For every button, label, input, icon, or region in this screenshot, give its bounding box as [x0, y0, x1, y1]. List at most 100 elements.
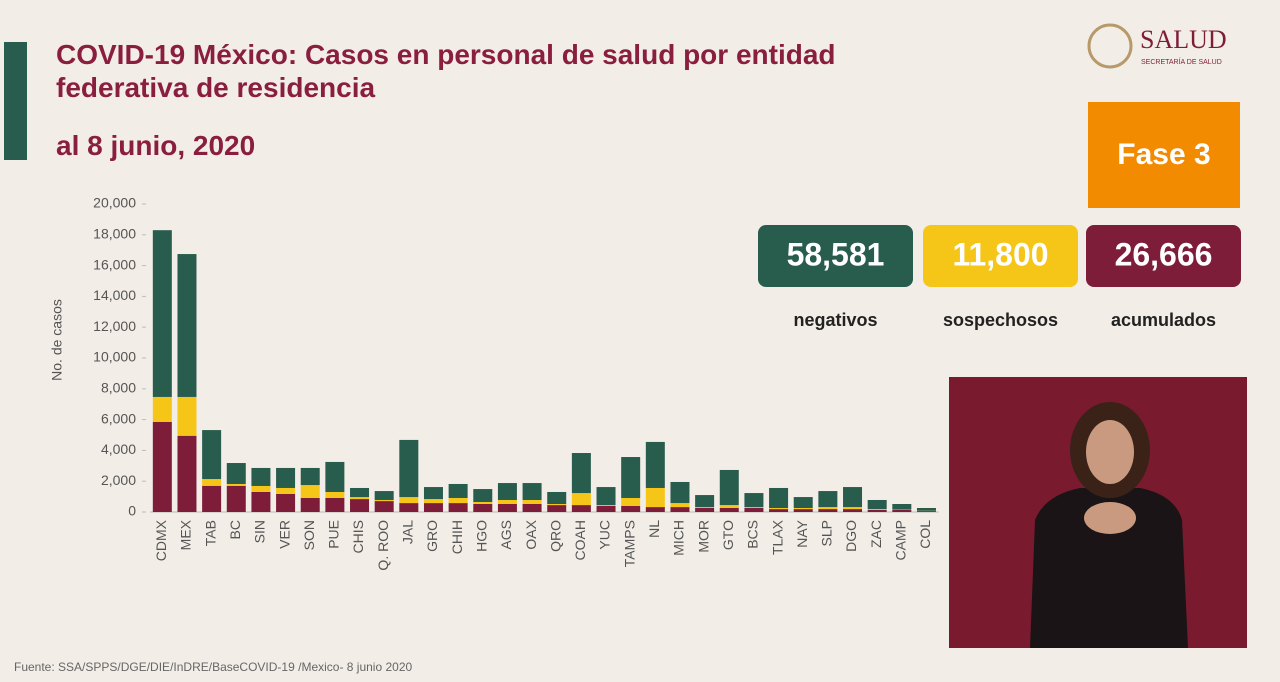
x-tick-label: PUE — [326, 520, 342, 549]
bar-segment — [350, 487, 370, 498]
x-tick-label: NL — [646, 520, 662, 538]
bar-segment — [793, 497, 813, 508]
bar-segment — [202, 485, 222, 512]
x-tick-label: CDMX — [153, 519, 169, 561]
x-tick-label: CAMP — [893, 520, 909, 560]
total-box — [1086, 225, 1241, 287]
bar-segment — [719, 505, 739, 508]
logo-emblem — [1087, 23, 1133, 69]
bar-segment — [843, 509, 863, 512]
bar-segment — [744, 493, 764, 508]
bar-segment — [843, 487, 863, 508]
x-tick-label: COAH — [572, 520, 588, 560]
x-tick-label: TLAX — [769, 519, 785, 555]
legend-label: acumulados — [1111, 310, 1216, 330]
bar-segment — [522, 483, 542, 500]
bar-segment — [325, 461, 345, 492]
bar-segment — [522, 503, 542, 512]
x-tick-label: SON — [301, 520, 317, 550]
bar-segment — [473, 503, 493, 512]
source-note: Fuente: SSA/SPPS/DGE/DIE/InDRE/BaseCOVID… — [14, 660, 413, 674]
bar-segment — [276, 467, 296, 488]
bar-segment — [497, 499, 517, 504]
bar-segment — [399, 503, 419, 512]
bar-segment — [670, 503, 690, 508]
bar-segment — [843, 507, 863, 510]
y-tick-label: 18,000 — [93, 226, 136, 242]
bar-segment — [695, 495, 715, 508]
bar-segment — [177, 396, 197, 436]
bar-segment — [300, 497, 320, 512]
y-tick-label: 8,000 — [101, 380, 136, 396]
bar-segment — [571, 453, 591, 494]
bar-segment — [473, 501, 493, 504]
bar-segment — [423, 499, 443, 504]
bar-segment — [596, 505, 616, 506]
x-tick-label: ZAC — [868, 520, 884, 548]
bar-segment — [448, 483, 468, 498]
chart-subtitle: al 8 junio, 2020 — [56, 130, 256, 161]
bar-segment — [547, 503, 567, 506]
bar-segment — [251, 485, 271, 492]
bar-segment — [645, 441, 665, 488]
bar-segment — [300, 485, 320, 498]
bar-segment — [202, 479, 222, 486]
interpreter-face — [1086, 420, 1134, 484]
y-tick-label: 12,000 — [93, 318, 136, 334]
bar-segment — [867, 509, 887, 510]
bar-segment — [448, 503, 468, 512]
video-inset — [949, 377, 1247, 648]
x-tick-label: MOR — [695, 520, 711, 553]
interpreter-body — [1030, 488, 1188, 648]
x-tick-label: TAMPS — [621, 520, 637, 567]
x-tick-label: BCS — [745, 520, 761, 549]
bar-segment — [226, 485, 246, 512]
x-tick-label: HGO — [473, 520, 489, 552]
y-tick-label: 20,000 — [93, 195, 136, 211]
bar-segment — [744, 507, 764, 512]
bar-segment — [423, 487, 443, 500]
bar-segment — [522, 499, 542, 504]
bar-segment — [423, 503, 443, 512]
x-tick-label: NAY — [794, 519, 810, 547]
bar-segment — [818, 507, 838, 510]
bar-segment — [152, 396, 172, 422]
bar-segment — [547, 505, 567, 512]
phase-label: Fase 3 — [1117, 138, 1210, 171]
bar-segment — [350, 499, 370, 512]
x-tick-label: JAL — [400, 520, 416, 544]
bar-segment — [399, 497, 419, 504]
bar-segment — [177, 435, 197, 512]
chart-title: COVID-19 México: Casos en personal de sa… — [56, 39, 836, 103]
bar-segment — [325, 491, 345, 498]
bar-segment — [596, 487, 616, 506]
bar-segment — [226, 483, 246, 486]
bar-segment — [769, 507, 789, 510]
bar-segment — [547, 491, 567, 504]
bar-segment — [571, 505, 591, 512]
bar-segment — [645, 507, 665, 512]
bar-segment — [226, 463, 246, 484]
x-tick-label: CHIH — [449, 520, 465, 554]
bar-segment — [374, 499, 394, 502]
logo-text: SALUD — [1140, 25, 1227, 54]
bar-segment — [497, 503, 517, 512]
total-box — [923, 225, 1078, 287]
x-tick-label: MICH — [671, 520, 687, 556]
x-tick-label: VER — [276, 520, 292, 549]
bar-segment — [276, 487, 296, 494]
bar-segment — [152, 421, 172, 512]
x-tick-label: TAB — [202, 520, 218, 546]
legend-label: sospechosos — [943, 310, 1058, 330]
bar-segment — [152, 230, 172, 397]
bar-segment — [916, 511, 936, 512]
total-box — [758, 225, 913, 287]
x-tick-label: GTO — [720, 520, 736, 550]
bar-segment — [596, 505, 616, 512]
y-tick-label: 14,000 — [93, 287, 136, 303]
x-tick-label: QRO — [547, 520, 563, 552]
y-tick-label: 10,000 — [93, 349, 136, 365]
y-tick-label: 4,000 — [101, 441, 136, 457]
bar-segment — [350, 497, 370, 500]
